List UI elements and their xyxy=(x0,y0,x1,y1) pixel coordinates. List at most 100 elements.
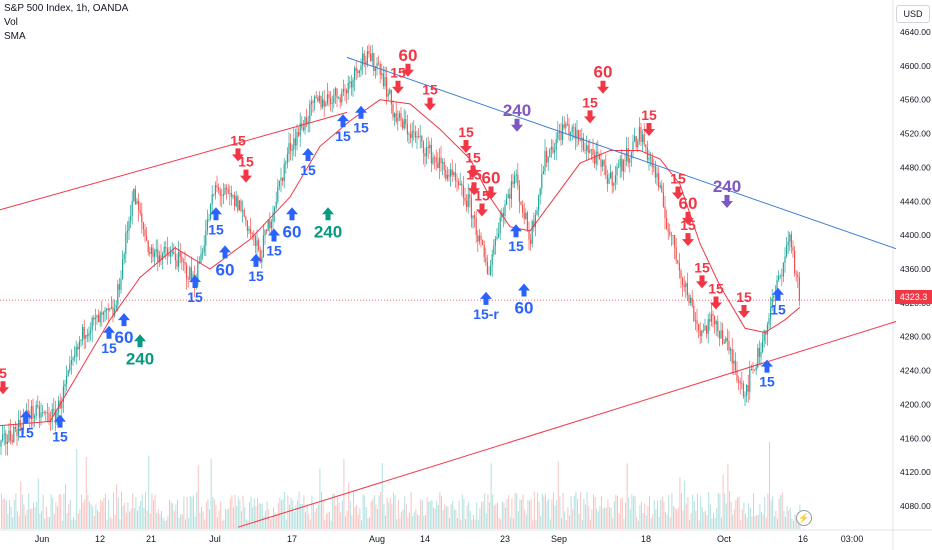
volume-bar xyxy=(650,518,652,529)
volume-bar xyxy=(599,506,601,529)
signal-down-60[interactable]: 60 xyxy=(594,63,613,94)
signal-up-60[interactable]: 60 xyxy=(515,283,534,317)
volume-bar xyxy=(170,502,172,529)
volume-bar xyxy=(628,497,630,529)
signal-down-15[interactable]: 15 xyxy=(458,124,474,153)
signal-up-240[interactable]: 240 xyxy=(126,334,154,368)
volume-bar xyxy=(138,506,140,529)
signal-down-15[interactable]: 15 xyxy=(582,94,598,124)
candle-body xyxy=(670,234,672,236)
volume-bar xyxy=(561,518,562,529)
signal-up-15[interactable]: 15 xyxy=(101,325,117,356)
signal-up-240[interactable]: 240 xyxy=(314,207,342,241)
volume-bar xyxy=(340,512,342,529)
lightning-icon[interactable]: ⚡ xyxy=(796,510,812,526)
signal-down-240[interactable]: 240 xyxy=(503,101,531,132)
volume-bar xyxy=(57,506,58,529)
sma-legend[interactable]: SMA xyxy=(4,31,26,42)
candle-body xyxy=(446,174,448,179)
candle-body xyxy=(350,81,352,88)
volume-bar xyxy=(609,507,610,529)
signal-up-15[interactable]: 15 xyxy=(353,105,369,136)
signal-up-15[interactable]: 15 xyxy=(335,114,351,144)
volume-bar xyxy=(42,494,44,529)
signal-down-15[interactable]: 15 xyxy=(641,107,657,137)
upper-trendline[interactable] xyxy=(346,56,897,250)
signal-down-5[interactable]: 5 xyxy=(0,365,9,395)
signal-up-15[interactable]: 15 xyxy=(300,148,316,178)
signal-down-60[interactable]: 60 xyxy=(679,194,698,225)
volume-bar xyxy=(473,514,474,529)
volume-bar xyxy=(492,494,494,529)
volume-bar xyxy=(233,507,234,529)
volume-bar xyxy=(461,494,463,529)
arrow-down-icon xyxy=(467,165,479,179)
candle-body xyxy=(472,215,474,219)
signal-down-15[interactable]: 15 xyxy=(708,281,724,310)
signal-up-15[interactable]: 15 xyxy=(508,224,524,254)
signal-down-15[interactable]: 15 xyxy=(736,289,752,319)
signal-label: 15 xyxy=(390,65,406,81)
signal-down-60[interactable]: 60 xyxy=(399,46,418,77)
signal-up-60[interactable]: 60 xyxy=(283,207,302,241)
signal-up-60[interactable]: 60 xyxy=(216,245,235,279)
signal-up-15[interactable]: 15 xyxy=(770,287,786,318)
candle-body xyxy=(603,160,605,166)
signal-up-15[interactable]: 15 xyxy=(208,207,224,237)
signal-down-15[interactable]: 15 xyxy=(474,187,490,217)
arrow-down-icon xyxy=(424,97,436,111)
candle-body xyxy=(413,131,415,133)
volume-bar xyxy=(770,500,772,529)
candle-body xyxy=(251,233,253,235)
arrow-up-icon xyxy=(210,207,222,221)
signal-label: 15-r xyxy=(473,306,499,322)
currency-button[interactable]: USD xyxy=(896,5,930,23)
candle-body xyxy=(96,315,98,318)
candle-body xyxy=(517,174,519,186)
signal-up-15[interactable]: 15 xyxy=(187,275,203,305)
signal-label: 15 xyxy=(248,268,264,284)
arrow-up-icon xyxy=(510,224,522,238)
signal-down-15[interactable]: 15 xyxy=(230,132,246,162)
volume-bar xyxy=(777,518,778,529)
plot-area[interactable] xyxy=(0,0,893,530)
volume-bar xyxy=(725,503,727,529)
signal-up-15[interactable]: 15 xyxy=(18,410,34,440)
signal-down-15[interactable]: 15 xyxy=(238,154,254,183)
volume-bar xyxy=(393,492,394,529)
volume-bar xyxy=(401,511,402,529)
candle-body xyxy=(744,395,746,397)
candle-body xyxy=(232,195,234,197)
signal-up-15-r[interactable]: 15-r xyxy=(473,291,499,322)
signal-down-15[interactable]: 15 xyxy=(466,166,482,196)
signal-up-60[interactable]: 60 xyxy=(115,313,134,347)
candle-body xyxy=(309,104,311,122)
lower-rising-trendline[interactable] xyxy=(0,111,348,211)
signal-up-15[interactable]: 15 xyxy=(266,228,282,258)
volume-bar xyxy=(279,497,281,529)
signal-down-15[interactable]: 15 xyxy=(422,82,438,111)
signal-up-15[interactable]: 15 xyxy=(248,253,264,284)
candle-body xyxy=(2,434,4,441)
vol-legend[interactable]: Vol xyxy=(4,17,18,28)
signal-down-15[interactable]: 15 xyxy=(390,65,406,94)
volume-bar xyxy=(602,508,604,529)
candle-body xyxy=(688,295,690,303)
signal-up-15[interactable]: 15 xyxy=(52,414,68,445)
signal-down-15[interactable]: 15 xyxy=(670,171,686,200)
signal-down-15[interactable]: 15 xyxy=(680,217,696,247)
candle-body xyxy=(286,154,288,163)
sma-line[interactable] xyxy=(0,99,801,427)
volume-bar xyxy=(583,498,585,529)
signal-down-15[interactable]: 15 xyxy=(465,149,481,179)
signal-down-240[interactable]: 240 xyxy=(713,177,741,208)
signal-down-15[interactable]: 15 xyxy=(694,259,710,289)
candle-body xyxy=(698,324,700,331)
signal-up-15[interactable]: 15 xyxy=(759,359,775,390)
candle-body xyxy=(122,259,124,279)
signal-down-60[interactable]: 60 xyxy=(482,169,501,200)
symbol-title[interactable]: S&P 500 Index, 1h, OANDA xyxy=(4,3,129,14)
bottom-trendline[interactable] xyxy=(237,321,897,528)
volume-bar xyxy=(537,492,538,529)
